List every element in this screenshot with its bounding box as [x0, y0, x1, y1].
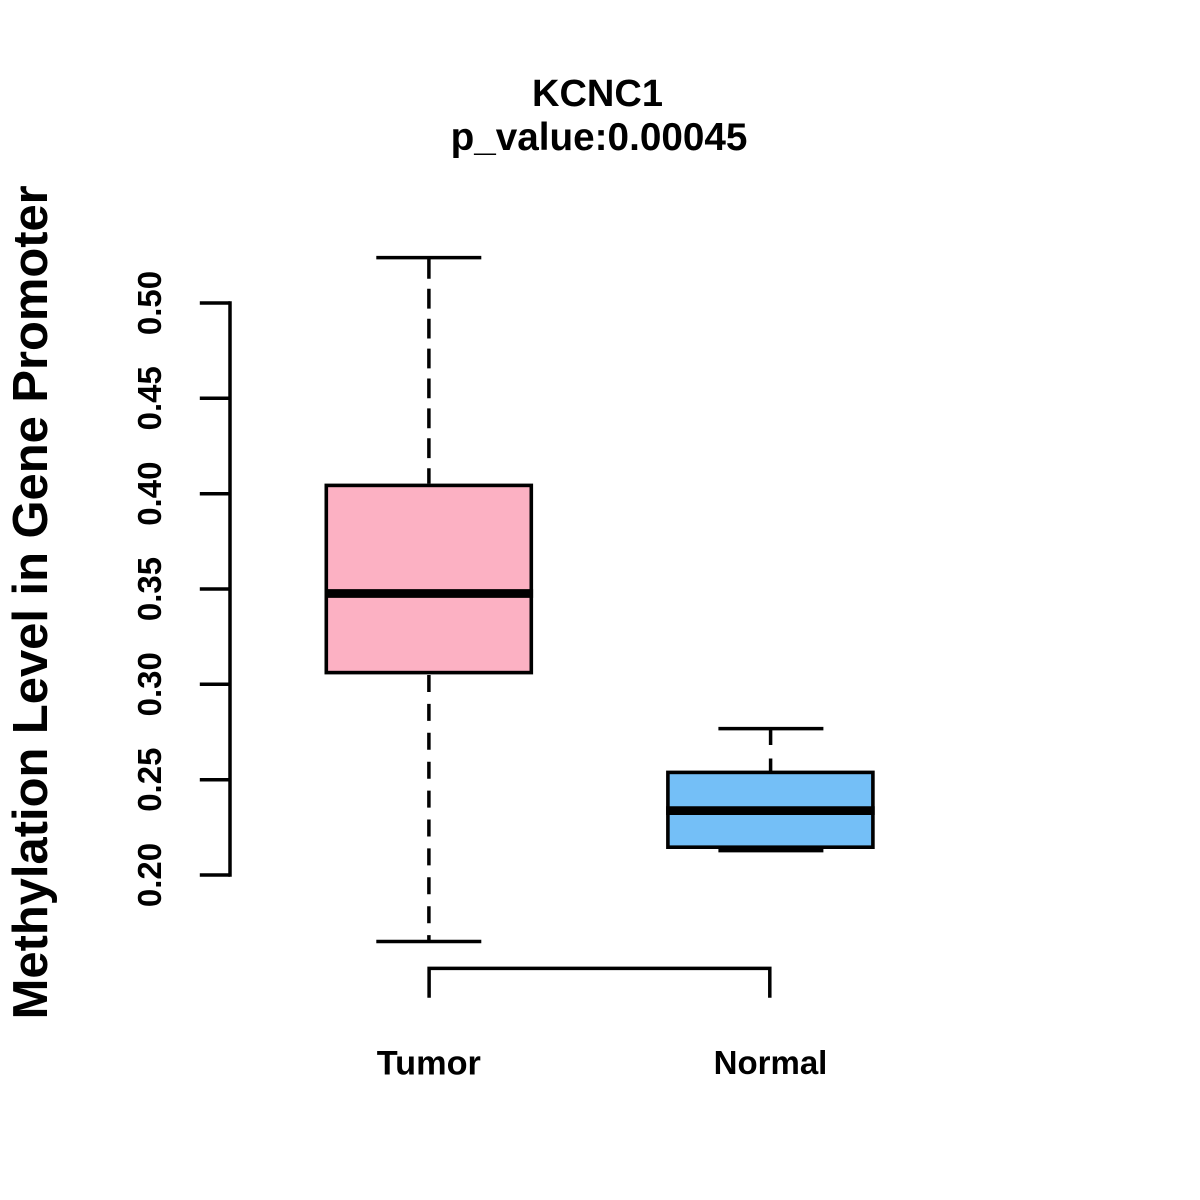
svg-text:0.50: 0.50: [131, 271, 168, 335]
svg-text:Methylation Level in Gene Prom: Methylation Level in Gene Promoter: [4, 185, 58, 1019]
svg-text:0.30: 0.30: [131, 652, 168, 716]
svg-text:Normal: Normal: [714, 1044, 828, 1081]
svg-text:0.25: 0.25: [131, 748, 168, 812]
svg-text:KCNC1: KCNC1: [532, 73, 663, 115]
svg-text:0.45: 0.45: [131, 366, 168, 430]
svg-text:p_value:0.00045: p_value:0.00045: [451, 116, 748, 159]
svg-text:0.40: 0.40: [131, 462, 168, 526]
svg-text:Tumor: Tumor: [377, 1044, 481, 1082]
svg-text:0.20: 0.20: [131, 843, 168, 907]
svg-text:0.35: 0.35: [131, 557, 168, 621]
